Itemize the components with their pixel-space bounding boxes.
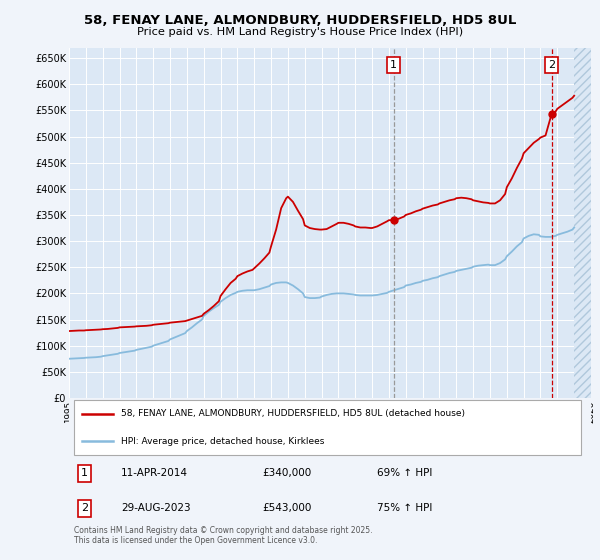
Text: 69% ↑ HPI: 69% ↑ HPI [377,468,433,478]
Text: 58, FENAY LANE, ALMONDBURY, HUDDERSFIELD, HD5 8UL: 58, FENAY LANE, ALMONDBURY, HUDDERSFIELD… [84,14,516,27]
Text: 2: 2 [548,60,555,70]
Text: 11-APR-2014: 11-APR-2014 [121,468,188,478]
Text: £543,000: £543,000 [262,503,311,514]
Text: 58, FENAY LANE, ALMONDBURY, HUDDERSFIELD, HD5 8UL (detached house): 58, FENAY LANE, ALMONDBURY, HUDDERSFIELD… [121,409,465,418]
Text: Contains HM Land Registry data © Crown copyright and database right 2025.
This d: Contains HM Land Registry data © Crown c… [74,526,373,545]
Text: 75% ↑ HPI: 75% ↑ HPI [377,503,433,514]
Text: 1: 1 [390,60,397,70]
Text: £340,000: £340,000 [262,468,311,478]
Text: 2: 2 [81,503,88,514]
Text: 29-AUG-2023: 29-AUG-2023 [121,503,191,514]
Text: 1: 1 [81,468,88,478]
Text: HPI: Average price, detached house, Kirklees: HPI: Average price, detached house, Kirk… [121,437,325,446]
FancyBboxPatch shape [74,400,581,455]
Text: Price paid vs. HM Land Registry's House Price Index (HPI): Price paid vs. HM Land Registry's House … [137,27,463,38]
Bar [574,48,591,398]
